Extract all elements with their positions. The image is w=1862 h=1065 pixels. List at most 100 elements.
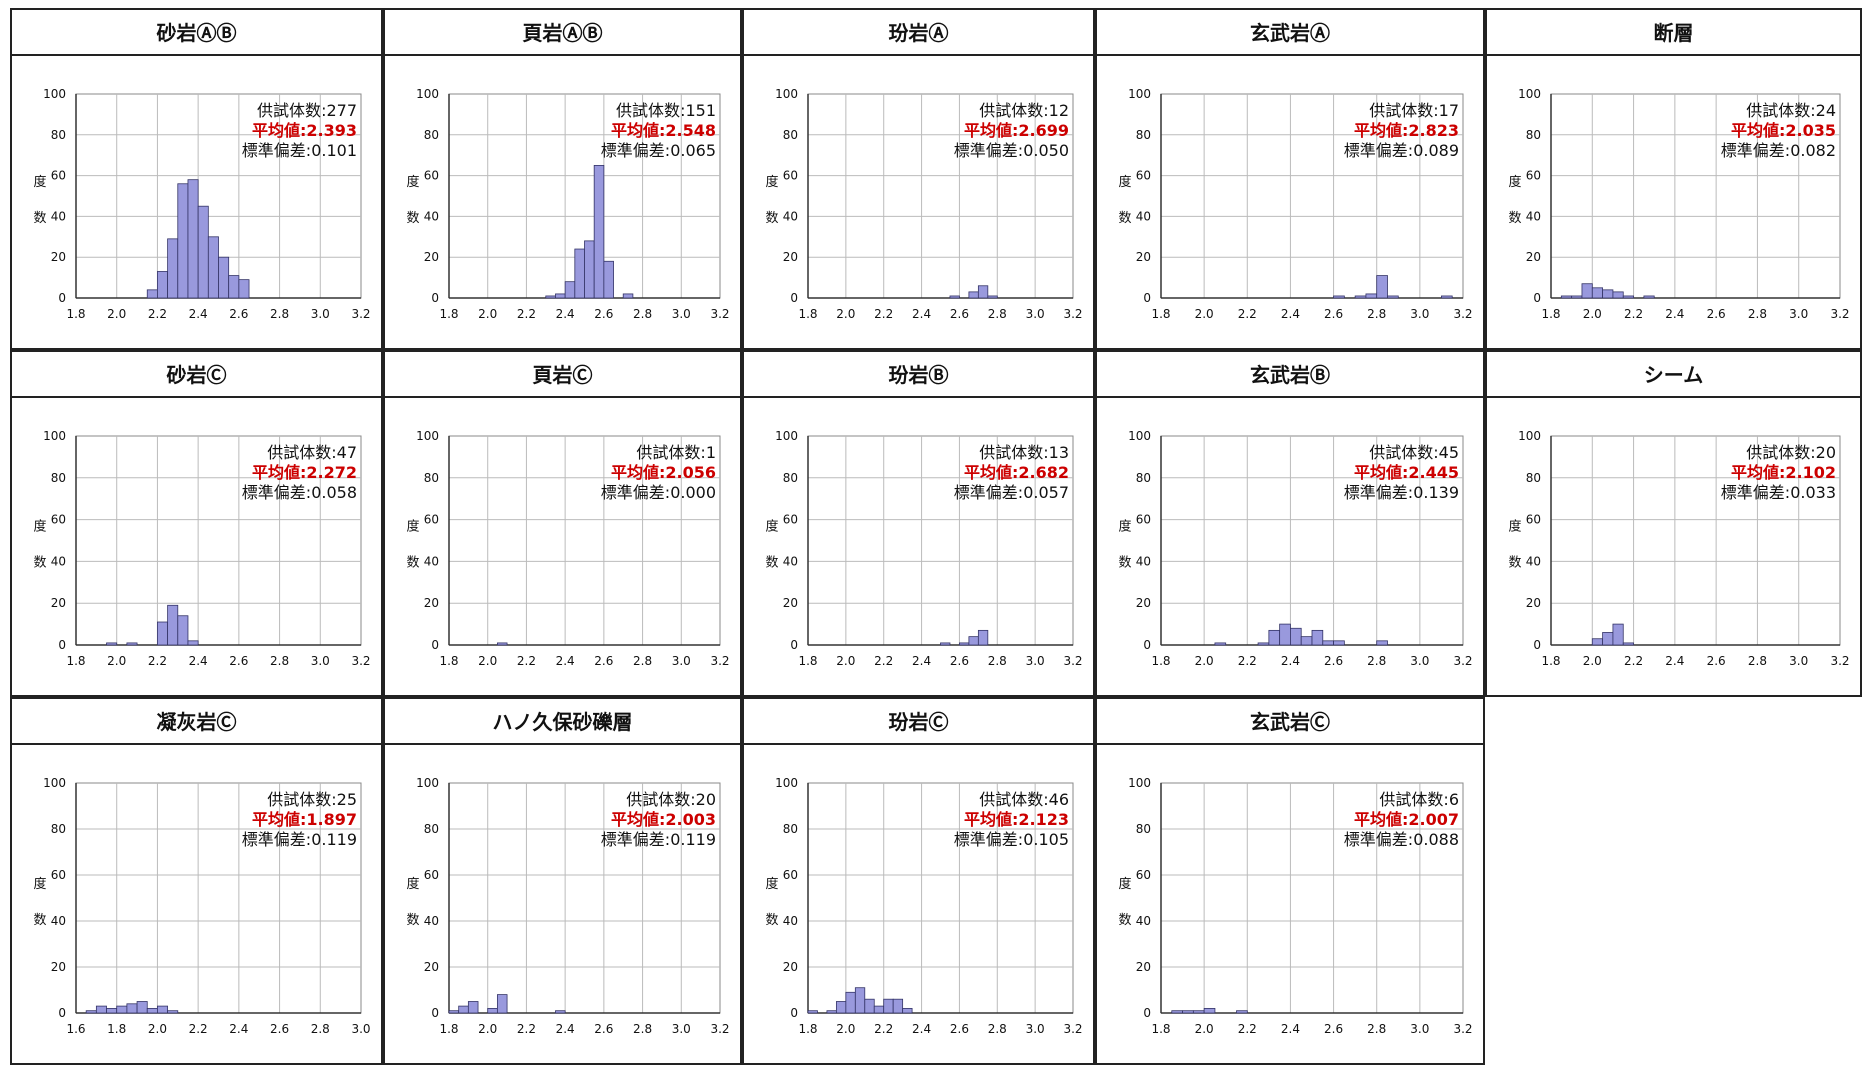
histogram-bar <box>883 998 894 1014</box>
y-tick-label: 100 <box>416 776 439 790</box>
y-axis-label: 度 <box>765 174 778 190</box>
specimen-count-number: 47 <box>337 443 357 462</box>
chart-panel: 砂岩Ⓒ 1.8 2.0 2.2 2.4 2.6 2.8 3.0 3.2 0 20 40 60 80 100 度… <box>10 350 383 697</box>
colon-separator: : <box>1018 141 1023 160</box>
specimen-count-number: 45 <box>1439 443 1459 462</box>
specimen-count-number: 1 <box>706 443 716 462</box>
histogram-bar <box>1581 283 1593 299</box>
standard-deviation-label: 標準偏差 <box>954 483 1018 502</box>
x-tick-label: 2.0 <box>1583 307 1602 321</box>
x-tick-label: 3.2 <box>1063 654 1082 668</box>
chart-panel: 玄武岩Ⓒ 1.8 2.0 2.2 2.4 2.6 2.8 3.0 3.2 0 20 40 60 80 100… <box>1095 697 1485 1065</box>
x-tick-label: 2.2 <box>1624 654 1643 668</box>
chart-title: 頁岩Ⓒ <box>385 352 740 398</box>
standard-deviation-label: 標準偏差 <box>954 141 1018 160</box>
x-tick-label: 2.0 <box>1583 654 1602 668</box>
x-tick-label: 2.8 <box>270 654 289 668</box>
histogram-chart: 1.8 2.0 2.2 2.4 2.6 2.8 3.0 3.2 0 20 40 60 80 100 度数 供試… <box>1508 429 1849 668</box>
x-tick-label: 2.0 <box>478 654 497 668</box>
y-tick-label: 60 <box>1136 169 1151 183</box>
x-tick-label: 3.0 <box>351 1022 370 1036</box>
histogram-bar <box>177 183 189 299</box>
chart-title: 玢岩Ⓐ <box>744 10 1093 56</box>
y-axis-label: 数 <box>1118 556 1131 571</box>
mean-value: 平均値:2.007 <box>1354 810 1459 829</box>
histogram-bar <box>167 238 179 299</box>
x-tick-label: 1.8 <box>798 307 817 321</box>
x-tick-label: 2.6 <box>950 1022 969 1036</box>
chart-title: 砂岩ⒶⒷ <box>12 10 381 56</box>
standard-deviation: 標準偏差:0.139 <box>1344 483 1459 502</box>
standard-deviation-number: 0.119 <box>670 830 716 849</box>
chart-title: 凝灰岩Ⓒ <box>12 699 381 745</box>
colon-separator: : <box>665 830 670 849</box>
standard-deviation-number: 0.105 <box>1023 830 1069 849</box>
y-tick-label: 20 <box>51 596 66 610</box>
x-tick-label: 1.8 <box>1151 1022 1170 1036</box>
standard-deviation: 標準偏差:0.089 <box>1344 141 1459 160</box>
y-axis-label: 度 <box>1118 174 1131 190</box>
colon-separator: : <box>331 790 336 809</box>
standard-deviation-label: 標準偏差 <box>601 141 665 160</box>
standard-deviation-number: 0.082 <box>1790 141 1836 160</box>
y-tick-label: 20 <box>783 596 798 610</box>
x-tick-label: 3.0 <box>672 654 691 668</box>
colon-separator: : <box>1408 830 1413 849</box>
x-tick-label: 2.6 <box>270 1022 289 1036</box>
histogram-bar <box>136 1001 148 1014</box>
histogram-bar <box>1300 636 1313 646</box>
histogram-bar <box>1192 1010 1205 1014</box>
mean-value-number: 2.682 <box>1018 463 1069 482</box>
x-tick-label: 2.6 <box>594 1022 613 1036</box>
histogram-chart: 1.8 2.0 2.2 2.4 2.6 2.8 3.0 3.2 0 20 40 60 80 100 度数 供試… <box>765 776 1082 1036</box>
x-tick-label: 1.8 <box>1541 654 1560 668</box>
y-tick-label: 20 <box>783 250 798 264</box>
mean-value-label: 平均値 <box>252 810 300 829</box>
standard-deviation: 標準偏差:0.058 <box>242 483 357 502</box>
histogram-bar <box>1602 289 1614 299</box>
mean-value-number: 2.548 <box>665 121 716 140</box>
histogram-bar <box>126 642 138 646</box>
histogram-bar <box>106 642 118 646</box>
x-tick-label: 2.4 <box>1281 1022 1300 1036</box>
colon-separator: : <box>659 463 665 482</box>
y-tick-label: 80 <box>1136 822 1151 836</box>
x-tick-label: 3.2 <box>1830 307 1849 321</box>
y-tick-label: 0 <box>58 638 66 652</box>
mean-value: 平均値:2.393 <box>252 121 357 140</box>
histogram-bar <box>564 281 576 299</box>
y-tick-label: 80 <box>783 128 798 142</box>
histogram-bar <box>1571 295 1583 299</box>
x-tick-label: 1.8 <box>1541 307 1560 321</box>
histogram-chart: 1.8 2.0 2.2 2.4 2.6 2.8 3.0 3.2 0 20 40 60 80 100 度数 供試… <box>765 429 1082 668</box>
chart-panel: 頁岩ⒶⒷ 1.8 2.0 2.2 2.4 2.6 2.8 3.0 3.2 0 20 40 60 80 100… <box>383 8 742 350</box>
y-axis-label: 数 <box>1118 913 1131 928</box>
colon-separator: : <box>1785 141 1790 160</box>
x-tick-label: 3.2 <box>1063 307 1082 321</box>
histogram-bar <box>545 295 556 299</box>
histogram-chart: 1.8 2.0 2.2 2.4 2.6 2.8 3.0 3.2 0 20 40 60 80 100 度数 供試… <box>406 429 729 668</box>
colon-separator: : <box>1779 463 1785 482</box>
x-tick-label: 3.2 <box>351 654 370 668</box>
plot-area <box>1160 93 1464 299</box>
y-tick-label: 40 <box>51 209 66 223</box>
mean-value-number: 2.699 <box>1018 121 1069 140</box>
chart-title: 玄武岩Ⓑ <box>1097 352 1483 398</box>
mean-value-label: 平均値 <box>611 810 659 829</box>
x-tick-label: 2.0 <box>1195 307 1214 321</box>
y-tick-label: 60 <box>51 513 66 527</box>
histogram-chart: 1.8 2.0 2.2 2.4 2.6 2.8 3.0 3.2 0 20 40 60 80 100 度数 供試… <box>406 776 729 1036</box>
mean-value-label: 平均値 <box>1731 463 1779 482</box>
histogram-bar <box>873 1005 885 1014</box>
y-axis-label: 数 <box>765 913 778 928</box>
standard-deviation-number: 0.089 <box>1413 141 1459 160</box>
y-tick-label: 80 <box>424 822 439 836</box>
histogram-bar <box>1591 287 1604 299</box>
y-tick-label: 40 <box>51 914 66 928</box>
chart-panel: 玢岩Ⓑ 1.8 2.0 2.2 2.4 2.6 2.8 3.0 3.2 0 20 40 60 80 100 度… <box>742 350 1095 697</box>
histogram-bar <box>496 642 508 646</box>
colon-separator: : <box>321 101 326 120</box>
x-tick-label: 2.4 <box>912 654 931 668</box>
mean-value-number: 2.393 <box>306 121 357 140</box>
colon-separator: : <box>1043 101 1048 120</box>
